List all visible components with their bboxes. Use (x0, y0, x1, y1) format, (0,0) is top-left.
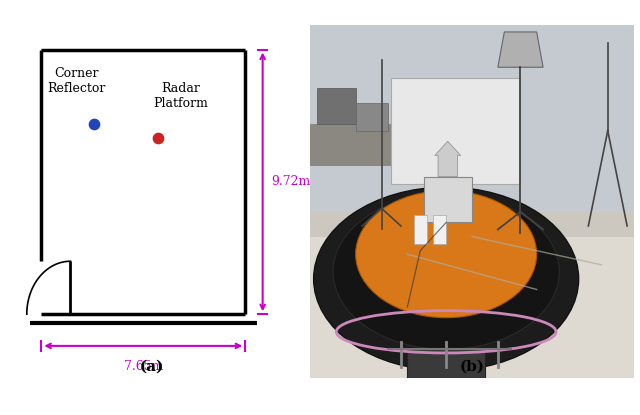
Text: 9.72m: 9.72m (271, 176, 310, 188)
Bar (408, 349, 485, 378)
Bar (414, 215, 427, 244)
Ellipse shape (356, 191, 536, 318)
Bar (356, 103, 388, 131)
Ellipse shape (314, 187, 579, 371)
Bar (317, 88, 356, 124)
Point (153, 134, 163, 141)
Point (89, 120, 99, 127)
FancyArrow shape (435, 141, 461, 177)
Bar (310, 25, 634, 229)
Bar (391, 78, 520, 183)
Bar (433, 215, 446, 244)
Text: Radar
Platform: Radar Platform (154, 82, 209, 110)
Bar (424, 177, 472, 222)
Bar (310, 212, 634, 237)
Polygon shape (498, 32, 543, 67)
Text: 7.65m: 7.65m (124, 360, 163, 373)
Bar (310, 124, 408, 166)
Bar (310, 219, 634, 378)
Ellipse shape (333, 194, 559, 349)
Text: (a): (a) (140, 360, 164, 374)
Text: Corner
Reflector: Corner Reflector (47, 68, 106, 95)
Text: (b): (b) (460, 360, 484, 374)
